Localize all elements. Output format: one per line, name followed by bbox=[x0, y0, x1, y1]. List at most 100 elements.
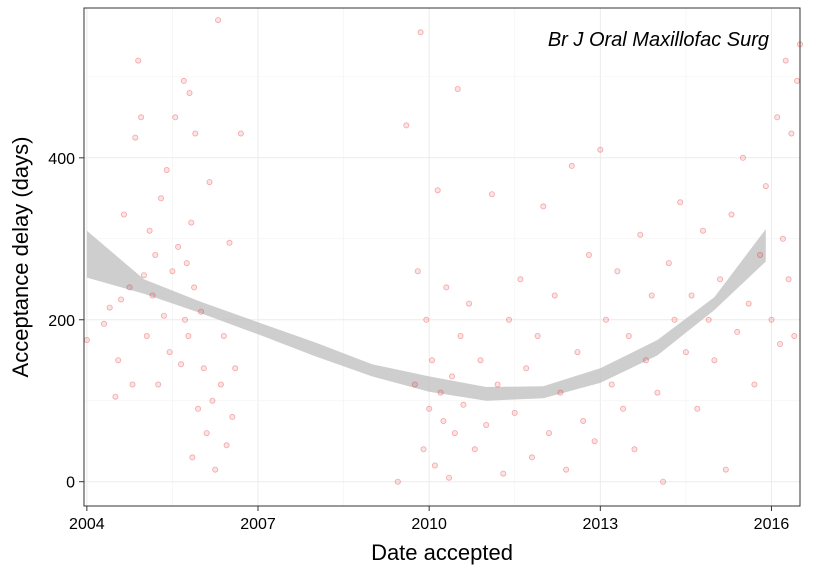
data-point bbox=[654, 389, 661, 396]
data-point bbox=[146, 227, 153, 234]
data-point bbox=[191, 284, 198, 291]
data-point bbox=[188, 219, 195, 226]
data-point bbox=[237, 130, 244, 137]
data-point bbox=[534, 332, 541, 339]
data-point bbox=[101, 320, 108, 327]
data-point bbox=[540, 203, 547, 210]
data-point bbox=[788, 130, 795, 137]
data-point bbox=[774, 114, 781, 121]
data-point bbox=[739, 154, 746, 161]
data-point bbox=[494, 381, 501, 388]
data-point bbox=[212, 466, 219, 473]
data-point bbox=[203, 430, 210, 437]
data-point bbox=[625, 332, 632, 339]
data-point bbox=[688, 292, 695, 299]
data-point bbox=[126, 284, 133, 291]
data-point bbox=[457, 332, 464, 339]
data-point bbox=[206, 179, 213, 186]
data-point bbox=[186, 90, 193, 97]
plot-panel bbox=[83, 7, 801, 507]
data-point bbox=[574, 349, 581, 356]
data-point bbox=[597, 146, 604, 153]
data-point bbox=[132, 134, 139, 141]
data-point bbox=[417, 29, 424, 36]
data-point bbox=[751, 381, 758, 388]
data-point bbox=[757, 251, 764, 258]
data-point bbox=[505, 316, 512, 323]
data-point bbox=[160, 312, 167, 319]
data-point bbox=[185, 332, 192, 339]
grid-lines bbox=[84, 8, 800, 506]
data-point bbox=[195, 405, 202, 412]
data-point bbox=[620, 405, 627, 412]
data-point bbox=[568, 162, 575, 169]
smooth-band-layer bbox=[86, 229, 766, 401]
data-point bbox=[112, 393, 119, 400]
data-point bbox=[794, 77, 801, 84]
data-point bbox=[446, 474, 453, 481]
data-point bbox=[488, 191, 495, 198]
data-point bbox=[118, 296, 125, 303]
data-point bbox=[700, 227, 707, 234]
data-point bbox=[197, 308, 204, 315]
data-point bbox=[454, 86, 461, 93]
data-point bbox=[226, 239, 233, 246]
data-point bbox=[414, 268, 421, 275]
data-point bbox=[426, 405, 433, 412]
data-point bbox=[411, 381, 418, 388]
x-tick-label: 2013 bbox=[583, 516, 619, 533]
data-point bbox=[637, 231, 644, 238]
data-point bbox=[528, 454, 535, 461]
data-point bbox=[229, 413, 236, 420]
data-point bbox=[551, 292, 558, 299]
data-point bbox=[779, 235, 786, 242]
data-point bbox=[106, 304, 113, 311]
data-point bbox=[423, 316, 430, 323]
smooth-confidence-band bbox=[86, 229, 766, 401]
data-point bbox=[563, 466, 570, 473]
data-point bbox=[163, 166, 170, 173]
data-point bbox=[660, 478, 667, 485]
data-point bbox=[500, 470, 507, 477]
data-point bbox=[608, 381, 615, 388]
data-point bbox=[648, 292, 655, 299]
data-point bbox=[745, 300, 752, 307]
data-point bbox=[517, 276, 524, 283]
data-point bbox=[460, 401, 467, 408]
y-axis-title: Acceptance delay (days) bbox=[8, 137, 33, 378]
data-point bbox=[215, 17, 222, 24]
data-point bbox=[172, 114, 179, 121]
data-point bbox=[694, 405, 701, 412]
data-point bbox=[209, 397, 216, 404]
data-point bbox=[471, 446, 478, 453]
data-point bbox=[677, 199, 684, 206]
data-point bbox=[83, 336, 90, 343]
data-point bbox=[665, 260, 672, 267]
data-point bbox=[420, 446, 427, 453]
data-point bbox=[440, 417, 447, 424]
data-point bbox=[149, 292, 156, 299]
data-point bbox=[140, 272, 147, 279]
data-point bbox=[511, 409, 518, 416]
data-point bbox=[175, 243, 182, 250]
data-point bbox=[451, 430, 458, 437]
data-point bbox=[220, 332, 227, 339]
data-point bbox=[155, 381, 162, 388]
data-point bbox=[443, 284, 450, 291]
x-tick-label: 2010 bbox=[411, 516, 447, 533]
data-point bbox=[734, 328, 741, 335]
data-point bbox=[138, 114, 145, 121]
data-point bbox=[477, 357, 484, 364]
data-point bbox=[434, 187, 441, 194]
data-point bbox=[217, 381, 224, 388]
x-tick-label: 2007 bbox=[240, 516, 276, 533]
data-point bbox=[580, 417, 587, 424]
y-axis-ticks: 0 200 400 bbox=[48, 151, 84, 492]
plot-border bbox=[83, 7, 801, 507]
data-point bbox=[189, 454, 196, 461]
x-tick-label: 2016 bbox=[754, 516, 790, 533]
data-point bbox=[782, 57, 789, 64]
data-point bbox=[120, 211, 127, 218]
data-point bbox=[200, 365, 207, 372]
